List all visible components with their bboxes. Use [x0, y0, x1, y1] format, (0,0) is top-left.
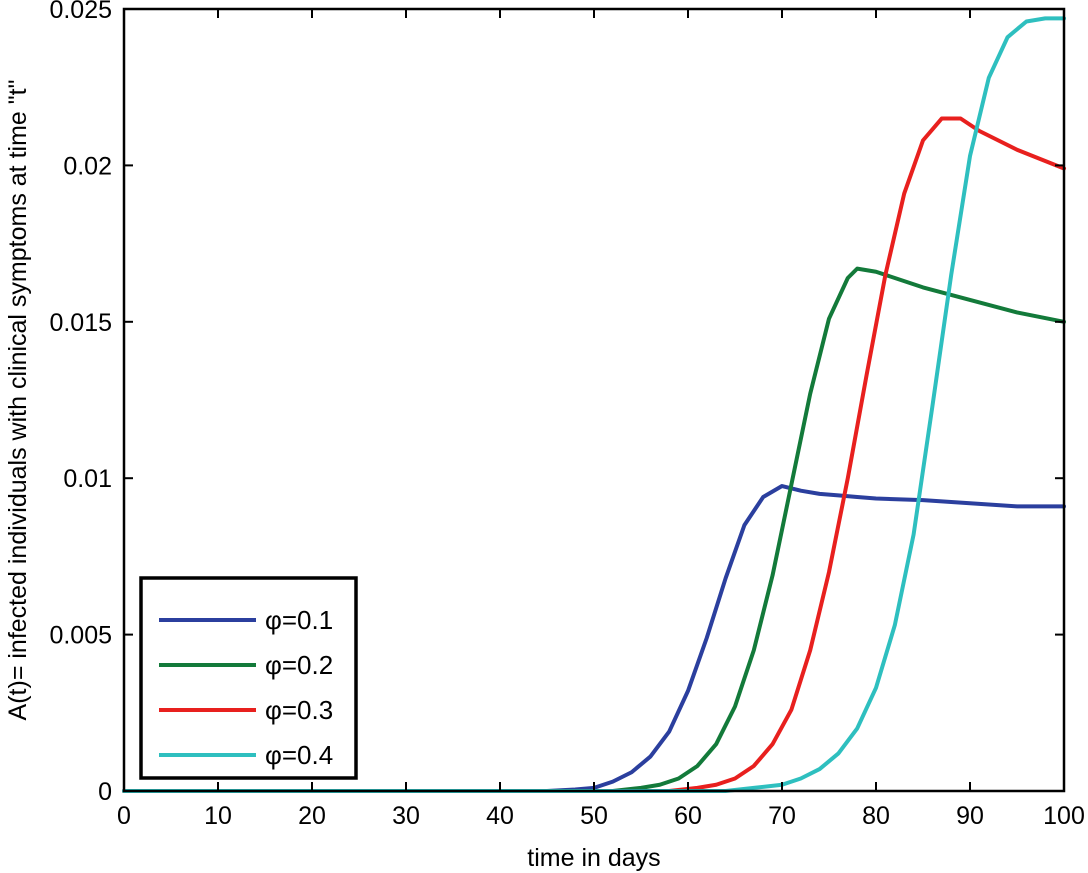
y-tick-label: 0.005	[49, 622, 112, 650]
series-line-1	[122, 484, 1066, 793]
x-tick-label: 60	[674, 802, 702, 830]
x-tick-label: 100	[1043, 802, 1085, 830]
x-tick-label: 50	[580, 802, 608, 830]
y-tick-label: 0.025	[49, 0, 112, 24]
x-tick-label: 80	[862, 802, 890, 830]
y-tick-label: 0.02	[63, 152, 112, 180]
legend-label-3: φ=0.3	[265, 695, 333, 725]
y-axis-label: A(t)= infected individuals with clinical…	[4, 80, 32, 721]
x-tick-label: 0	[117, 802, 131, 830]
ticks-layer: 0 10 20 30 40 50 60 70 80 90 100 0 0.005 0.01 0.015 0.0…	[49, 0, 1084, 830]
series-line-3	[122, 116, 1066, 793]
legend-label-1: φ=0.1	[265, 605, 333, 635]
x-tick-label: 70	[768, 802, 796, 830]
x-tick-label: 10	[204, 802, 232, 830]
x-tick-label: 90	[956, 802, 984, 830]
series-line-2	[122, 266, 1066, 793]
x-tick-label: 30	[392, 802, 420, 830]
y-tick-label: 0.015	[49, 309, 112, 337]
x-axis-label: time in days	[527, 844, 660, 872]
legend: φ=0.1 φ=0.2 φ=0.3 φ=0.4	[139, 576, 358, 780]
y-tick-label: 0.01	[63, 465, 112, 493]
x-tick-label: 40	[486, 802, 514, 830]
legend-box	[139, 576, 358, 780]
y-tick-label: 0	[98, 778, 112, 806]
legend-label-2: φ=0.2	[265, 650, 333, 680]
legend-label-4: φ=0.4	[265, 740, 333, 770]
x-tick-label: 20	[298, 802, 326, 830]
